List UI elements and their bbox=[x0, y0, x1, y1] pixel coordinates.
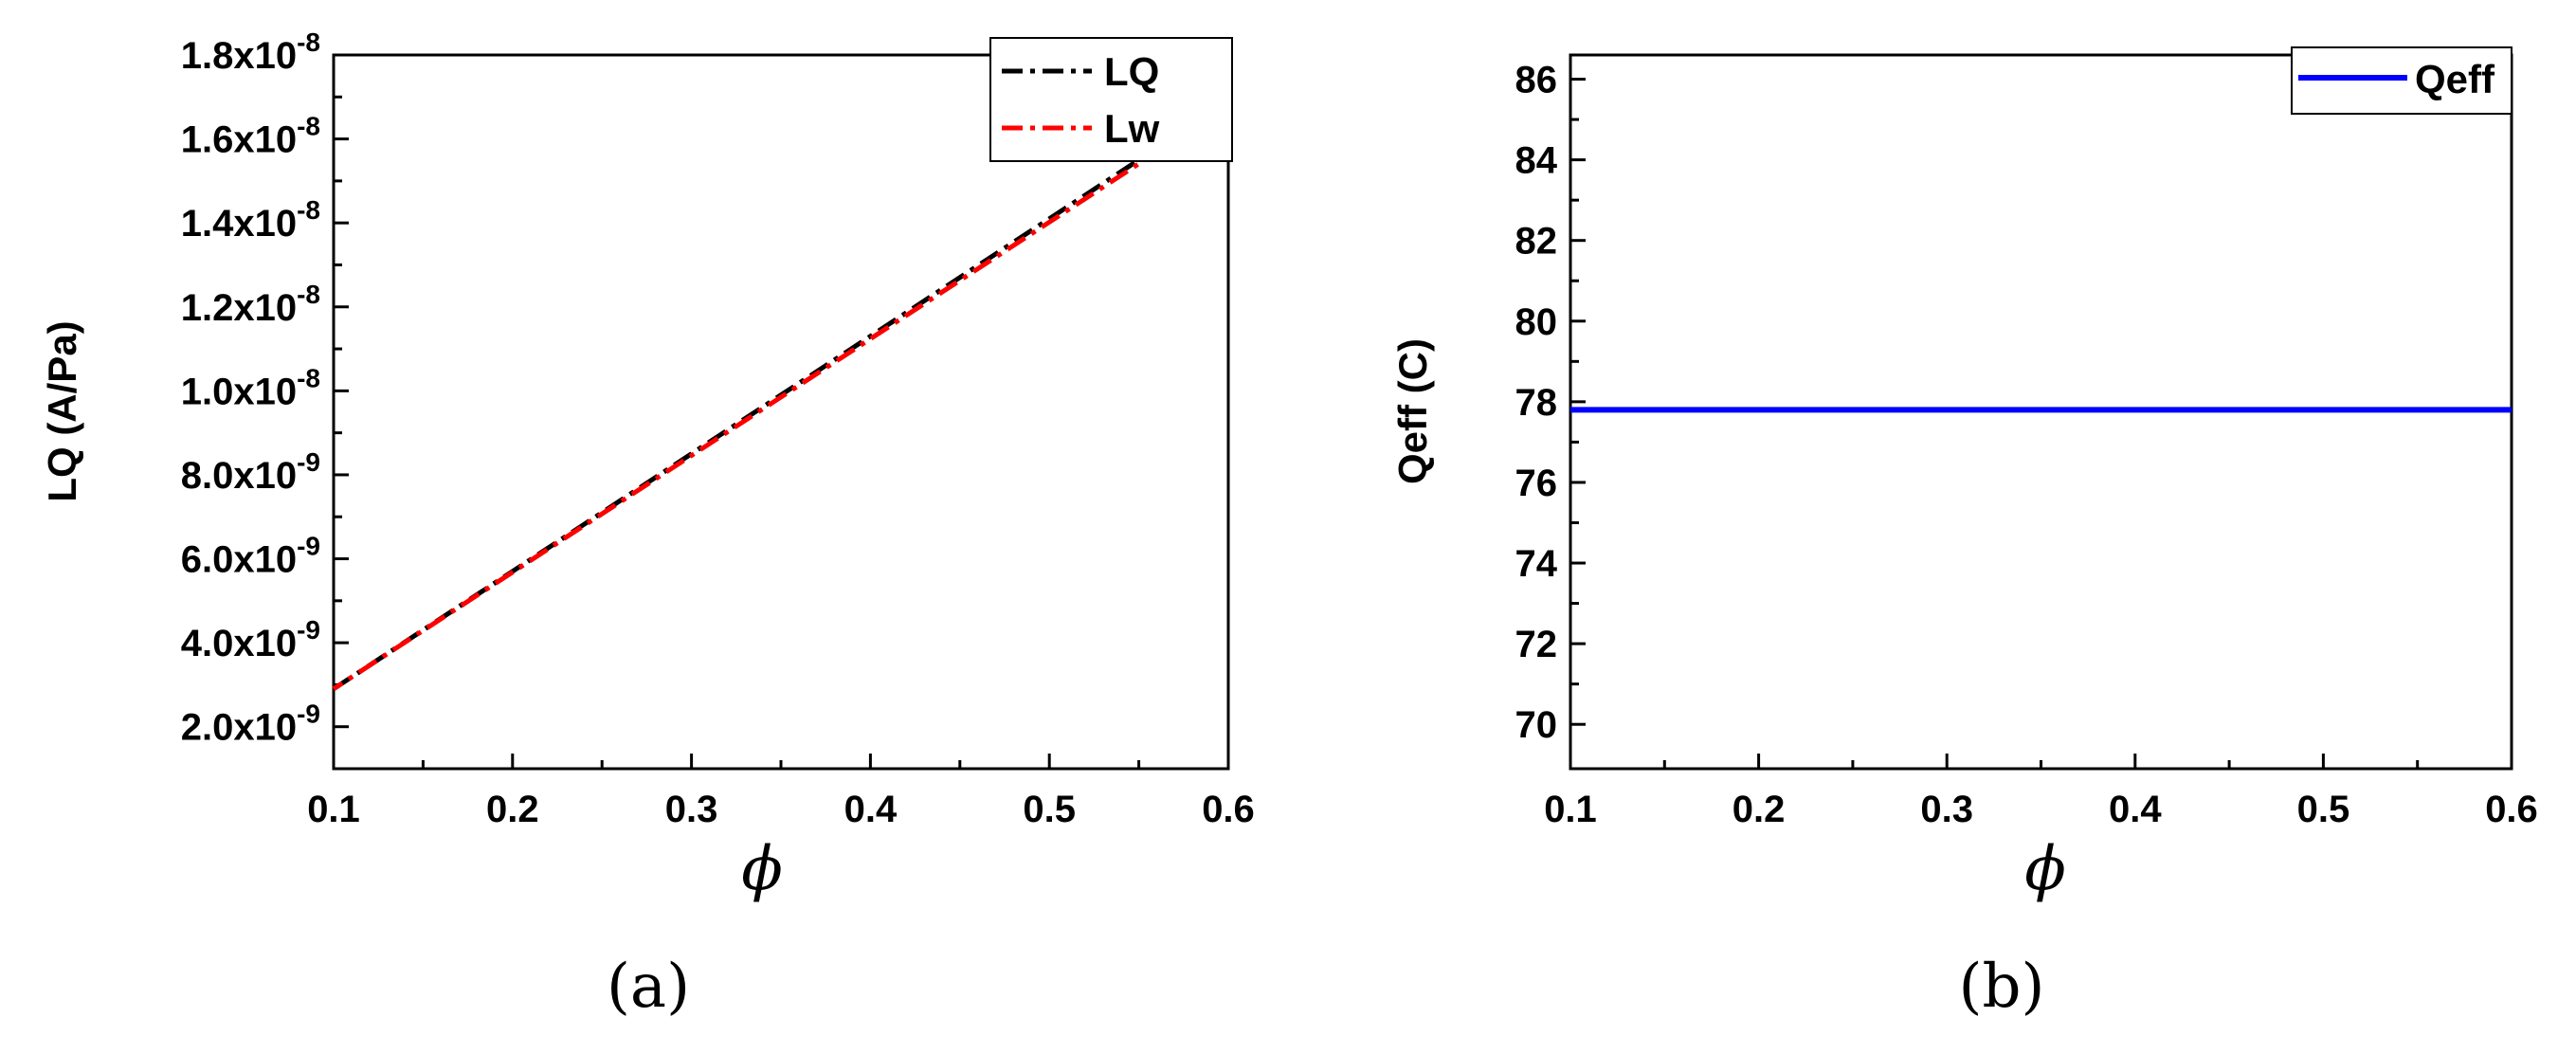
panel-a-label: (a) bbox=[607, 952, 690, 1022]
panel-b-x-ticks: 0.1 0.2 0.3 0.4 0.5 0.6 bbox=[1544, 754, 2538, 830]
y-tick-label: 78 bbox=[1515, 382, 1558, 424]
panel-a-series bbox=[332, 99, 1230, 691]
panel-b-chart: 0.1 0.2 0.3 0.4 0.5 0.6 70 72 74 76 78 80 82 84 86 Qe… bbox=[1390, 46, 2538, 1022]
y-tick-label: 74 bbox=[1515, 543, 1558, 585]
panel-a-legend-label-lw: Lw bbox=[1104, 106, 1160, 151]
y-tick-label: 1.2x10-8 bbox=[181, 280, 320, 329]
x-tick-label: 0.1 bbox=[307, 789, 360, 830]
x-tick-label: 0.4 bbox=[844, 789, 898, 830]
panel-b-y-axis-title: Qeff (C) bbox=[1390, 338, 1435, 484]
y-tick-label: 82 bbox=[1515, 221, 1558, 263]
panel-b-y-ticks: 70 72 74 76 78 80 82 84 86 bbox=[1515, 60, 1586, 746]
panel-b-x-axis-title: ϕ bbox=[2024, 834, 2066, 904]
x-tick-label: 0.1 bbox=[1544, 789, 1597, 830]
y-tick-label: 76 bbox=[1515, 463, 1558, 504]
y-tick-label: 80 bbox=[1515, 301, 1558, 343]
x-tick-label: 0.3 bbox=[665, 789, 718, 830]
panel-a-y-axis-title: LQ (A/Pa) bbox=[40, 320, 84, 501]
y-tick-label: 1.6x10-8 bbox=[181, 112, 320, 161]
x-tick-label: 0.5 bbox=[1023, 789, 1076, 830]
panel-b-label: (b) bbox=[1959, 952, 2045, 1022]
x-tick-label: 0.4 bbox=[2109, 789, 2162, 830]
y-tick-label: 72 bbox=[1515, 624, 1558, 665]
panel-b-legend-label-qeff: Qeff bbox=[2415, 57, 2495, 101]
x-tick-label: 0.2 bbox=[486, 789, 539, 830]
y-tick-label: 86 bbox=[1515, 60, 1558, 101]
y-tick-label: 4.0x10-9 bbox=[181, 615, 320, 664]
x-tick-label: 0.6 bbox=[2485, 789, 2538, 830]
panel-a-legend-box bbox=[989, 37, 1233, 162]
x-tick-label: 0.2 bbox=[1732, 789, 1786, 830]
y-tick-label: 1.8x10-8 bbox=[181, 27, 320, 77]
x-tick-label: 0.3 bbox=[1920, 789, 1973, 830]
y-tick-label: 1.4x10-8 bbox=[181, 195, 320, 245]
panel-b-legend: Qeff bbox=[2291, 46, 2513, 115]
y-tick-label: 1.0x10-8 bbox=[181, 363, 320, 412]
series-line-lw bbox=[332, 103, 1230, 691]
y-tick-label: 8.0x10-9 bbox=[181, 447, 320, 497]
panel-a-y-ticks: 2.0x10-9 4.0x10-9 6.0x10-9 8.0x10-9 1.0x10-8… bbox=[181, 27, 349, 749]
panel-a-legend: LQ Lw bbox=[989, 37, 1233, 162]
x-tick-label: 0.6 bbox=[1202, 789, 1255, 830]
panel-a-x-axis-title: ϕ bbox=[741, 834, 783, 904]
panel-a-x-ticks: 0.1 0.2 0.3 0.4 0.5 0.6 bbox=[307, 754, 1255, 830]
x-tick-label: 0.5 bbox=[2297, 789, 2350, 830]
panel-a-legend-label-lq: LQ bbox=[1104, 49, 1159, 94]
y-tick-label: 6.0x10-9 bbox=[181, 532, 320, 581]
panel-a-chart: 0.1 0.2 0.3 0.4 0.5 0.6 2.0x10-9 4.0x10-9 6.0x1… bbox=[40, 27, 1255, 1022]
y-tick-label: 70 bbox=[1515, 704, 1558, 746]
y-tick-label: 84 bbox=[1515, 140, 1558, 182]
y-tick-label: 2.0x10-9 bbox=[181, 700, 320, 749]
